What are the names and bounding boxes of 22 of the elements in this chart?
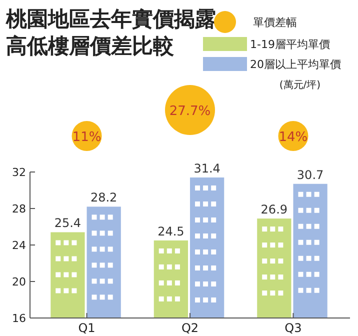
text: 14% [278,130,308,145]
text: 27.7% [169,104,211,119]
legend-label: 20層以上平均單價 [250,58,341,71]
y-tick-label: 16 [12,312,26,325]
chart-title: 桃園地區去年實價揭露高低樓層價差比較 [5,7,216,58]
data-label: 25.4 [54,216,82,230]
data-label: 28.2 [90,190,118,205]
text: 單價差幅 [253,16,297,29]
y-tick-label: 32 [12,166,26,179]
legend-label: 1-19層平均單價 [250,38,330,51]
data-label: 30.7 [296,168,324,182]
x-tick-label: Q1 [78,321,96,335]
x-tick-label: Q3 [284,321,302,335]
x-tick-label: Q2 [181,321,199,335]
y-tick-label: 28 [12,202,26,216]
text: 11% [72,130,102,145]
data-label: 31.4 [194,161,220,176]
y-tick-label: 20 [12,276,26,288]
data-label: 24.5 [158,224,184,238]
y-tick-label: 24 [12,239,26,252]
text: (萬元/坪) [279,79,321,91]
data-label: 26.9 [260,202,288,217]
